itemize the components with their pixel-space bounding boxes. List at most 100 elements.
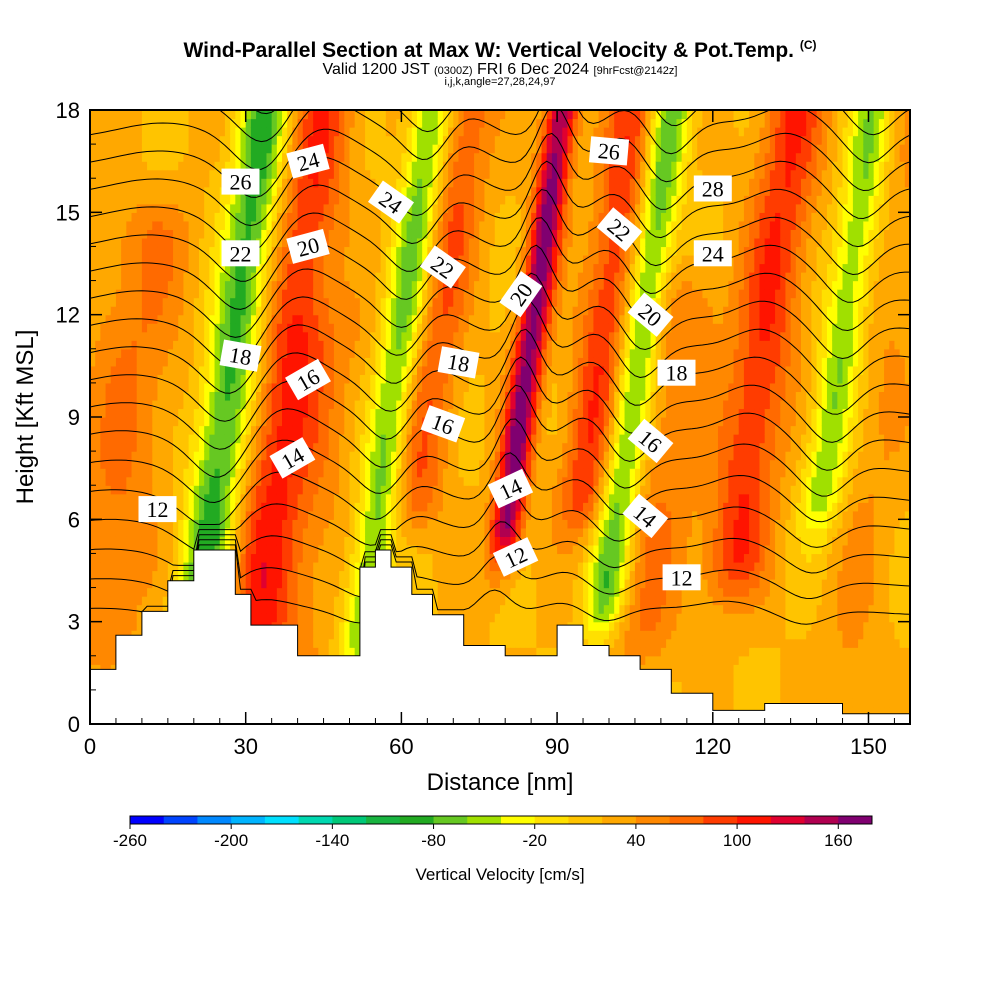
velocity-cell [318,314,325,324]
velocity-cell [318,169,325,179]
velocity-cell [292,417,299,427]
velocity-cell [121,127,127,137]
velocity-cell [105,314,112,324]
velocity-cell [339,570,345,580]
velocity-cell [136,237,143,248]
velocity-cell [344,613,351,623]
velocity-cell [365,186,371,196]
velocity-cell [209,127,216,137]
velocity-cell [396,493,402,503]
velocity-cell [162,314,169,324]
velocity-cell [131,485,138,495]
velocity-cell [349,544,356,555]
velocity-cell [287,220,294,230]
velocity-cell [178,527,185,537]
velocity-cell [95,613,101,623]
velocity-cell [349,144,356,154]
velocity-cell [173,178,179,188]
velocity-cell [105,570,112,580]
velocity-cell [183,331,190,341]
velocity-cell [90,195,96,205]
velocity-cell [95,186,101,196]
velocity-cell [230,203,236,213]
velocity-cell [401,434,408,444]
velocity-cell [90,621,96,631]
velocity-cell [406,306,413,316]
velocity-cell [401,135,408,145]
velocity-cell [391,399,397,410]
velocity-cell [256,314,262,324]
velocity-cell [235,263,242,273]
velocity-cell [375,399,382,410]
velocity-cell [214,118,221,128]
velocity-cell [126,425,133,435]
velocity-cell [90,348,96,358]
velocity-cell [375,451,382,461]
velocity-cell [328,510,335,520]
velocity-cell [224,289,231,299]
velocity-cell [224,152,231,162]
velocity-cell [416,570,423,580]
velocity-cell [121,391,127,401]
velocity-cell [110,570,117,580]
velocity-cell [391,331,397,341]
velocity-cell [370,365,377,375]
velocity-cell [173,544,179,555]
velocity-cell [178,340,185,350]
velocity-cell [167,144,174,154]
velocity-cell [297,220,304,230]
velocity-cell [401,212,408,222]
velocity-cell [391,408,397,418]
velocity-cell [198,229,205,239]
velocity-cell [105,118,112,128]
velocity-cell [178,152,185,162]
velocity-cell [318,254,325,265]
velocity-cell [276,246,283,256]
velocity-cell [271,553,278,563]
velocity-cell [266,357,273,367]
velocity-cell [396,510,402,520]
velocity-cell [276,212,283,222]
velocity-cell [333,476,340,486]
velocity-cell [396,152,402,162]
velocity-cell [136,561,143,572]
velocity-cell [432,391,439,401]
velocity-cell [90,229,96,239]
velocity-cell [391,374,397,384]
velocity-cell [416,579,423,589]
velocity-cell [266,544,273,555]
velocity-cell [442,161,449,171]
velocity-cell [235,502,242,512]
velocity-cell [178,280,185,290]
velocity-cell [261,544,268,555]
velocity-cell [442,135,449,145]
velocity-cell [193,536,200,546]
velocity-cell [416,459,423,469]
velocity-cell [380,502,387,512]
velocity-cell [380,476,387,486]
velocity-cell [157,314,164,324]
velocity-cell [204,144,210,154]
velocity-cell [162,442,169,452]
velocity-cell [157,587,164,597]
velocity-cell [422,127,428,137]
velocity-cell [297,272,304,282]
velocity-cell [396,306,402,316]
velocity-cell [427,314,434,324]
velocity-cell [271,254,278,265]
velocity-cell [385,459,392,469]
velocity-cell [162,399,169,410]
velocity-cell [214,229,221,239]
velocity-cell [339,135,345,145]
velocity-cell [411,246,418,256]
velocity-cell [131,195,138,205]
velocity-cell [271,203,278,213]
velocity-cell [136,485,143,495]
velocity-cell [411,195,418,205]
velocity-cell [183,306,190,316]
velocity-cell [235,331,242,341]
velocity-cell [90,459,96,469]
velocity-cell [209,434,216,444]
velocity-cell [365,246,371,256]
velocity-cell [240,263,247,273]
